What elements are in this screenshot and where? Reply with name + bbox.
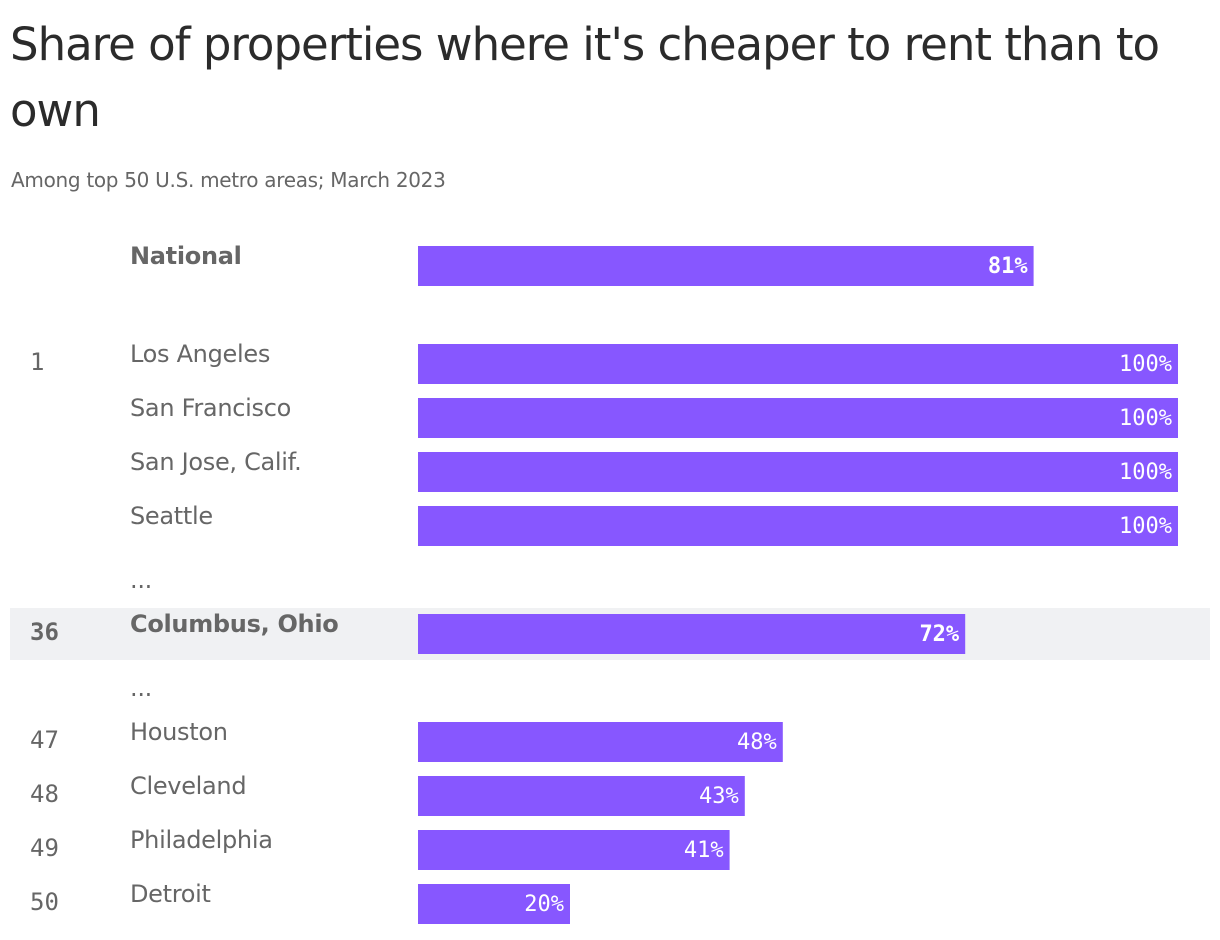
rank-label: 36 (30, 618, 59, 646)
bar (418, 506, 1178, 546)
value-label: 72% (919, 622, 959, 647)
highlight-band (10, 608, 1210, 660)
rank-label: 47 (30, 726, 59, 754)
value-label: 43% (699, 784, 739, 809)
rank-label: 50 (30, 888, 59, 916)
chart-subtitle: Among top 50 U.S. metro areas; March 202… (11, 168, 446, 192)
value-label: 100% (1119, 352, 1172, 377)
category-label: Columbus, Ohio (130, 610, 338, 638)
category-label: Los Angeles (130, 340, 270, 368)
ellipsis-label: ... (130, 566, 152, 594)
bar (418, 614, 966, 654)
category-label: Philadelphia (130, 826, 273, 854)
rank-label: 48 (30, 780, 59, 808)
value-label: 20% (524, 892, 564, 917)
value-label: 48% (737, 730, 777, 755)
ellipsis-label: ... (130, 674, 152, 702)
category-label: Detroit (130, 880, 211, 908)
value-label: 41% (684, 838, 724, 863)
category-label: Seattle (130, 502, 213, 530)
rank-label: 49 (30, 834, 59, 862)
category-label: Cleveland (130, 772, 246, 800)
category-label: Houston (130, 718, 228, 746)
bar (418, 830, 730, 870)
value-label: 81% (988, 254, 1028, 279)
bar (418, 344, 1178, 384)
category-label: San Jose, Calif. (130, 448, 301, 476)
bar (418, 452, 1178, 492)
value-label: 100% (1119, 514, 1172, 539)
bar (418, 722, 783, 762)
bar (418, 884, 570, 924)
bar (418, 776, 745, 816)
category-label: National (130, 242, 242, 270)
chart-title: Share of properties where it's cheaper t… (10, 18, 1160, 137)
rank-label: 1 (30, 348, 44, 376)
bar (418, 398, 1178, 438)
value-label: 100% (1119, 460, 1172, 485)
bar (418, 246, 1034, 286)
category-label: San Francisco (130, 394, 291, 422)
value-label: 100% (1119, 406, 1172, 431)
